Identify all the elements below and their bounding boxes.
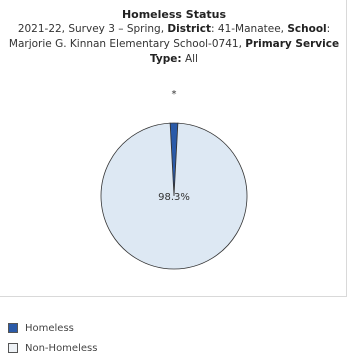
pie-label-homeless: * [172, 89, 177, 100]
legend-swatch-non-homeless [8, 343, 18, 353]
legend-label-homeless: Homeless [25, 322, 74, 334]
legend-label-non-homeless: Non-Homeless [25, 342, 98, 354]
legend: Homeless Non-Homeless [8, 320, 97, 360]
chart-title: Homeless Status [121, 8, 227, 21]
chart-panel [0, 0, 347, 297]
pie-label-non-homeless: 98.3% [158, 192, 190, 203]
subtitle-school-label: School [287, 23, 327, 35]
legend-item-non-homeless[interactable]: Non-Homeless [8, 340, 97, 356]
subtitle-district-label: District [167, 23, 212, 35]
subtitle-service-value: All [184, 53, 198, 65]
subtitle-year: 2021-22, Survey 3 – Spring, [17, 23, 165, 35]
subtitle-school-value: : Marjorie G. Kinnan Elementary School-0… [8, 23, 331, 50]
pie-slice-non-homeless[interactable] [100, 122, 248, 270]
subtitle-district-value: : 41-Manatee, [211, 23, 284, 35]
chart-subtitle: 2021-22, Survey 3 – Spring, District: 41… [6, 22, 342, 67]
legend-item-homeless[interactable]: Homeless [8, 320, 97, 336]
subtitle-service-label: Primary Service Type: [150, 38, 340, 65]
pie-chart: * 98.3% [100, 89, 248, 270]
legend-swatch-homeless [8, 323, 18, 333]
